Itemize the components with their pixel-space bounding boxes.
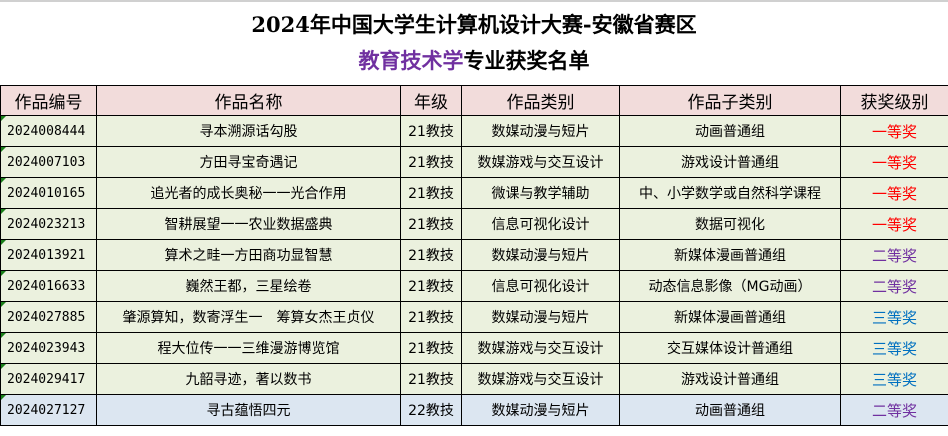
- table-row: 2024027127 寻古蕴悟四元 22教技 数媒动漫与短片 动画普通组 二等奖: [0, 394, 948, 426]
- cell-id[interactable]: 2024029417: [0, 363, 97, 395]
- header-grade[interactable]: 年级: [400, 85, 462, 116]
- cell-name[interactable]: 追光者的成长奥秘一一光合作用: [96, 177, 401, 209]
- cell-category[interactable]: 信息可视化设计: [461, 208, 620, 240]
- cell-name[interactable]: 智耕展望一一农业数据盛典: [96, 208, 401, 240]
- table-row: 2024029417 九韶寻迹，著以数书 21教技 数媒游戏与交互设计 游戏设计普通组三…: [0, 363, 948, 395]
- table-row: 2024007103 方田寻宝奇遇记 21教技 数媒游戏与交互设计 游戏设计普通组 一等奖: [0, 146, 948, 178]
- cell-grade[interactable]: 22教技: [400, 394, 462, 426]
- header-category[interactable]: 作品类别: [461, 85, 620, 116]
- table-row: 2024027885 肇源算知，数寄浮生一 筹算女杰王贞仪 21教技 数媒动漫与短片新…: [0, 301, 948, 333]
- cell-subcategory[interactable]: 游戏设计普通组: [619, 146, 841, 178]
- cell-grade[interactable]: 21教技: [400, 301, 462, 333]
- header-subcategory[interactable]: 作品子类别: [619, 85, 841, 116]
- cell-award[interactable]: 一等奖: [840, 115, 948, 147]
- cell-id[interactable]: 2024007103: [0, 146, 97, 178]
- cell-id[interactable]: 2024016633: [0, 270, 97, 302]
- cell-name[interactable]: 程大位传一一三维漫游博览馆: [96, 332, 401, 364]
- header-name[interactable]: 作品名称: [96, 85, 401, 116]
- cell-subcategory[interactable]: 动态信息影像（MG动画）: [619, 270, 841, 302]
- cell-award[interactable]: 二等奖: [840, 270, 948, 302]
- cell-id[interactable]: 2024027885: [0, 301, 97, 333]
- cell-category[interactable]: 数媒游戏与交互设计: [461, 146, 620, 178]
- cell-subcategory[interactable]: 新媒体漫画普通组: [619, 301, 841, 333]
- cell-grade[interactable]: 21教技: [400, 239, 462, 271]
- cell-award[interactable]: 一等奖: [840, 146, 948, 178]
- cell-award[interactable]: 二等奖: [840, 394, 948, 426]
- cell-id[interactable]: 2024027127: [0, 394, 97, 426]
- header-award[interactable]: 获奖级别: [840, 85, 948, 116]
- cell-id[interactable]: 2024023943: [0, 332, 97, 364]
- cell-subcategory[interactable]: 交互媒体设计普通组: [619, 332, 841, 364]
- cell-category[interactable]: 数媒动漫与短片: [461, 115, 620, 147]
- cell-category[interactable]: 数媒游戏与交互设计: [461, 363, 620, 395]
- award-table: 作品编号 作品名称 年级 作品类别 作品子类别 获奖级别 2024008444 寻本溯源话勾…: [0, 85, 948, 426]
- cell-award[interactable]: 二等奖: [840, 239, 948, 271]
- cell-subcategory[interactable]: 数据可视化: [619, 208, 841, 240]
- cell-award[interactable]: 三等奖: [840, 301, 948, 333]
- cell-category[interactable]: 信息可视化设计: [461, 270, 620, 302]
- cell-grade[interactable]: 21教技: [400, 208, 462, 240]
- cell-id[interactable]: 2024013921: [0, 239, 97, 271]
- cell-subcategory[interactable]: 中、小学数学或自然科学课程: [619, 177, 841, 209]
- cell-category[interactable]: 数媒动漫与短片: [461, 301, 620, 333]
- table-row: 2024016633 巍然王都，三星绘卷 21教技 信息可视化设计 动态信息影像（MG动…: [0, 270, 948, 302]
- subtitle-major: 教育技术学: [358, 49, 464, 73]
- cell-name[interactable]: 肇源算知，数寄浮生一 筹算女杰王贞仪: [96, 301, 401, 333]
- page-title: 2024年中国大学生计算机设计大赛-安徽省赛区: [0, 0, 948, 42]
- cell-category[interactable]: 数媒动漫与短片: [461, 239, 620, 271]
- subtitle-rest: 专业获奖名单: [463, 49, 590, 73]
- cell-award[interactable]: 一等奖: [840, 177, 948, 209]
- cell-award[interactable]: 三等奖: [840, 332, 948, 364]
- table-row: 2024023943 程大位传一一三维漫游博览馆 21教技 数媒游戏与交互设计 交互媒体…: [0, 332, 948, 364]
- cell-grade[interactable]: 21教技: [400, 177, 462, 209]
- header-row: 作品编号 作品名称 年级 作品类别 作品子类别 获奖级别: [0, 85, 948, 116]
- cell-award[interactable]: 三等奖: [840, 363, 948, 395]
- cell-category[interactable]: 微课与教学辅助: [461, 177, 620, 209]
- table-row: 2024023213 智耕展望一一农业数据盛典 21教技 信息可视化设计 数据可视化 一等…: [0, 208, 948, 240]
- cell-grade[interactable]: 21教技: [400, 146, 462, 178]
- table-row: 2024013921 算术之畦一方田商功显智慧 21教技 数媒动漫与短片 新媒体漫画普通…: [0, 239, 948, 271]
- cell-id[interactable]: 2024023213: [0, 208, 97, 240]
- table-row: 2024008444 寻本溯源话勾股 21教技 数媒动漫与短片 动画普通组 一等奖: [0, 115, 948, 147]
- page-subtitle: 教育技术学专业获奖名单: [0, 42, 948, 85]
- cell-category[interactable]: 数媒游戏与交互设计: [461, 332, 620, 364]
- cell-name[interactable]: 方田寻宝奇遇记: [96, 146, 401, 178]
- cell-grade[interactable]: 21教技: [400, 363, 462, 395]
- cell-subcategory[interactable]: 新媒体漫画普通组: [619, 239, 841, 271]
- cell-name[interactable]: 九韶寻迹，著以数书: [96, 363, 401, 395]
- cell-award[interactable]: 一等奖: [840, 208, 948, 240]
- cell-name[interactable]: 算术之畦一方田商功显智慧: [96, 239, 401, 271]
- cell-subcategory[interactable]: 动画普通组: [619, 115, 841, 147]
- cell-grade[interactable]: 21教技: [400, 270, 462, 302]
- cell-id[interactable]: 2024010165: [0, 177, 97, 209]
- cell-id[interactable]: 2024008444: [0, 115, 97, 147]
- cell-subcategory[interactable]: 游戏设计普通组: [619, 363, 841, 395]
- table-row: 2024010165 追光者的成长奥秘一一光合作用 21教技 微课与教学辅助 中、小学数…: [0, 177, 948, 209]
- cell-name[interactable]: 巍然王都，三星绘卷: [96, 270, 401, 302]
- cell-grade[interactable]: 21教技: [400, 115, 462, 147]
- cell-name[interactable]: 寻本溯源话勾股: [96, 115, 401, 147]
- cell-grade[interactable]: 21教技: [400, 332, 462, 364]
- cell-subcategory[interactable]: 动画普通组: [619, 394, 841, 426]
- header-id[interactable]: 作品编号: [0, 85, 97, 116]
- cell-name[interactable]: 寻古蕴悟四元: [96, 394, 401, 426]
- cell-category[interactable]: 数媒动漫与短片: [461, 394, 620, 426]
